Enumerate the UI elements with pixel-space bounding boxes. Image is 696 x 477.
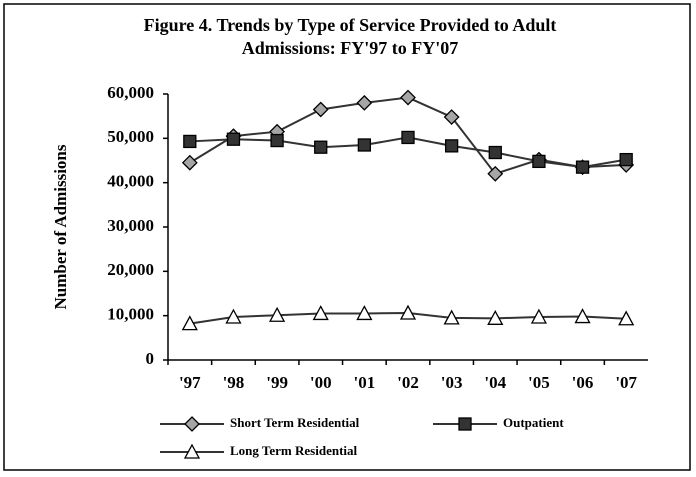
point (356, 94, 373, 111)
legend-marker (184, 416, 200, 432)
point (618, 310, 635, 326)
x-tick-label: '04 (484, 373, 506, 392)
y-axis-label: Number of Admissions (51, 144, 70, 309)
point (314, 140, 328, 154)
point (269, 306, 286, 322)
point (312, 101, 329, 118)
legend-marker (183, 443, 201, 459)
point (487, 309, 504, 325)
point (575, 160, 590, 174)
point (181, 154, 198, 171)
point (356, 305, 373, 321)
legend-label: Long Term Residential (230, 443, 358, 458)
point (400, 89, 416, 106)
point (444, 139, 459, 153)
x-tick-label: '06 (572, 373, 594, 392)
x-tick-label: '97 (179, 373, 201, 392)
point (270, 133, 284, 148)
x-tick-label: '98 (223, 373, 245, 392)
point (312, 305, 329, 321)
y-tick-label: 20,000 (107, 260, 154, 279)
legend-label: Outpatient (503, 415, 564, 430)
x-tick-label: '99 (266, 373, 288, 392)
point (532, 154, 546, 169)
point (357, 138, 372, 152)
chart-title: Figure 4. Trends by Type of Service Prov… (143, 15, 557, 58)
y-tick-label: 50,000 (107, 127, 154, 146)
point (225, 308, 242, 324)
point (443, 109, 460, 125)
x-tick-label: '05 (528, 373, 550, 392)
point (401, 130, 415, 145)
x-tick-label: '00 (310, 373, 332, 392)
point (226, 132, 241, 146)
point (399, 304, 417, 320)
point (181, 315, 198, 331)
point (488, 145, 502, 160)
point (183, 134, 197, 149)
x-tick-label: '03 (441, 373, 463, 392)
point (530, 308, 547, 324)
point (574, 308, 591, 324)
x-tick-label: '01 (353, 373, 375, 392)
y-tick-label: 0 (146, 349, 155, 368)
legend-marker (458, 417, 472, 431)
y-tick-label: 10,000 (107, 305, 154, 324)
y-tick-label: 60,000 (107, 83, 154, 102)
point (487, 165, 504, 182)
legend-label: Short Term Residential (230, 415, 360, 430)
point (619, 152, 633, 167)
x-tick-label: '07 (615, 373, 637, 392)
point (443, 309, 460, 325)
frame (3, 3, 691, 471)
y-tick-label: 40,000 (107, 172, 154, 191)
y-tick-label: 30,000 (107, 216, 154, 235)
x-tick-label: '02 (397, 373, 419, 392)
